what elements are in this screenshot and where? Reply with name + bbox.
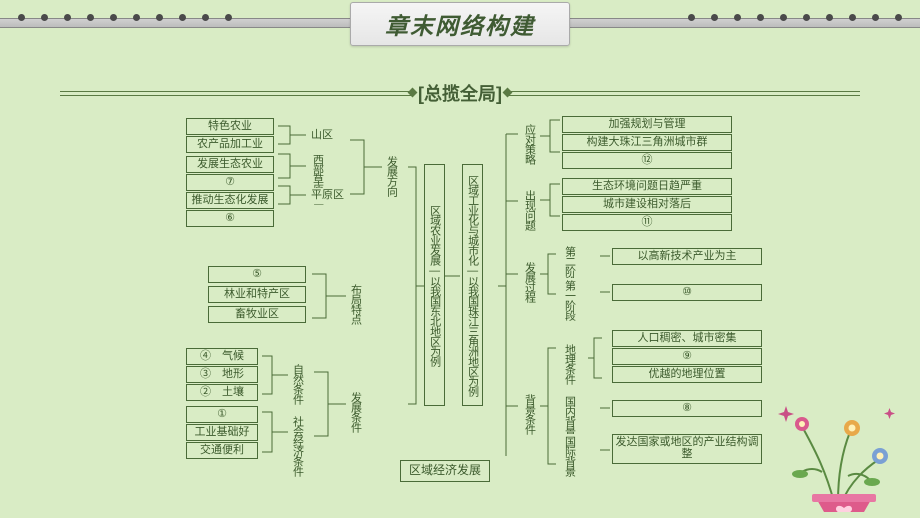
dd-2: 发展生态农业 (186, 156, 274, 173)
header-dot (87, 14, 94, 21)
center-right: 区域工业化与城市化—以我国珠江三角洲地区为例 (462, 164, 483, 406)
header-dot (110, 14, 117, 21)
r-problem: 出现问题 (520, 188, 538, 232)
la-0: ⑤ (208, 266, 306, 283)
r-process: 发展过程 (520, 260, 538, 304)
header-dots-right (688, 14, 902, 21)
header-dot (803, 14, 810, 21)
header-dot (179, 14, 186, 21)
header-dot (872, 14, 879, 21)
geo-0: 人口稠密、城市密集 (612, 330, 762, 347)
page-title: 章末网络构建 (350, 2, 570, 46)
dd-0: 特色农业 (186, 118, 274, 135)
st-0: 加强规划与管理 (562, 116, 732, 133)
header: 章末网络构建 (0, 0, 920, 48)
l-dev-cond: 发展条件 (346, 390, 364, 434)
header-dot (826, 14, 833, 21)
header-dot (156, 14, 163, 21)
header-dot (780, 14, 787, 21)
cs-0: ① (186, 406, 258, 423)
dd-4: 推动生态化发展 (186, 192, 274, 209)
la-1: 林业和特产区 (208, 286, 306, 303)
r-bg: 背景条件 (520, 392, 538, 436)
region-mountain: 山区 (308, 128, 336, 144)
dd-3: ⑦ (186, 174, 274, 191)
region-plain: 平原区 (308, 188, 347, 204)
bg-dom: 国内背景 (560, 394, 578, 438)
cond-society: 社会经济条件 (288, 414, 306, 478)
cn-0: ④ 气候 (186, 348, 258, 365)
rule-right (508, 91, 860, 96)
cn-2: ② 土壤 (186, 384, 258, 401)
dd-1: 农产品加工业 (186, 136, 274, 153)
header-dots-left (18, 14, 232, 21)
pr-0: 生态环境问题日趋严重 (562, 178, 732, 195)
header-dot (41, 14, 48, 21)
bg-intl: 国际背景 (560, 434, 578, 478)
cs-2: 交通便利 (186, 442, 258, 459)
header-dot (18, 14, 25, 21)
l-layout: 布局特点 (346, 282, 364, 326)
pr-2: ⑪ (562, 214, 732, 231)
header-dot (757, 14, 764, 21)
header-dot (202, 14, 209, 21)
st-1: 构建大珠江三角洲城市群 (562, 134, 732, 151)
dom-0: ⑧ (612, 400, 762, 417)
l-dev-dir: 发展方向 (382, 154, 400, 198)
rule-left (60, 91, 412, 96)
header-dot (734, 14, 741, 21)
dd-5: ⑥ (186, 210, 274, 227)
proc-p2v: 以高新技术产业为主 (612, 248, 762, 265)
header-dot (711, 14, 718, 21)
header-dot (64, 14, 71, 21)
header-dot (688, 14, 695, 21)
center-left: 区域农业发展—以我国东北地区为例 (424, 164, 445, 406)
geo-2: 优越的地理位置 (612, 366, 762, 383)
flower-decoration (776, 382, 906, 512)
center-bottom: 区域经济发展 (400, 460, 490, 482)
subtitle-row: [总揽全局] (0, 80, 920, 106)
cs-1: 工业基础好 (186, 424, 258, 441)
header-dot (895, 14, 902, 21)
cn-1: ③ 地形 (186, 366, 258, 383)
header-dot (849, 14, 856, 21)
r-strategy: 应对策略 (520, 122, 538, 166)
header-dot (225, 14, 232, 21)
proc-p1: 第一阶段 (560, 278, 578, 322)
intl-0: 发达国家或地区的产业结构调整 (612, 434, 762, 464)
cond-nature: 自然条件 (288, 362, 306, 406)
bg-geo: 地理条件 (560, 342, 578, 386)
subtitle: [总揽全局] (412, 80, 508, 106)
geo-1: ⑨ (612, 348, 762, 365)
st-2: ⑫ (562, 152, 732, 169)
pr-1: 城市建设相对落后 (562, 196, 732, 213)
la-2: 畜牧业区 (208, 306, 306, 323)
header-dot (133, 14, 140, 21)
proc-p1v: ⑩ (612, 284, 762, 301)
